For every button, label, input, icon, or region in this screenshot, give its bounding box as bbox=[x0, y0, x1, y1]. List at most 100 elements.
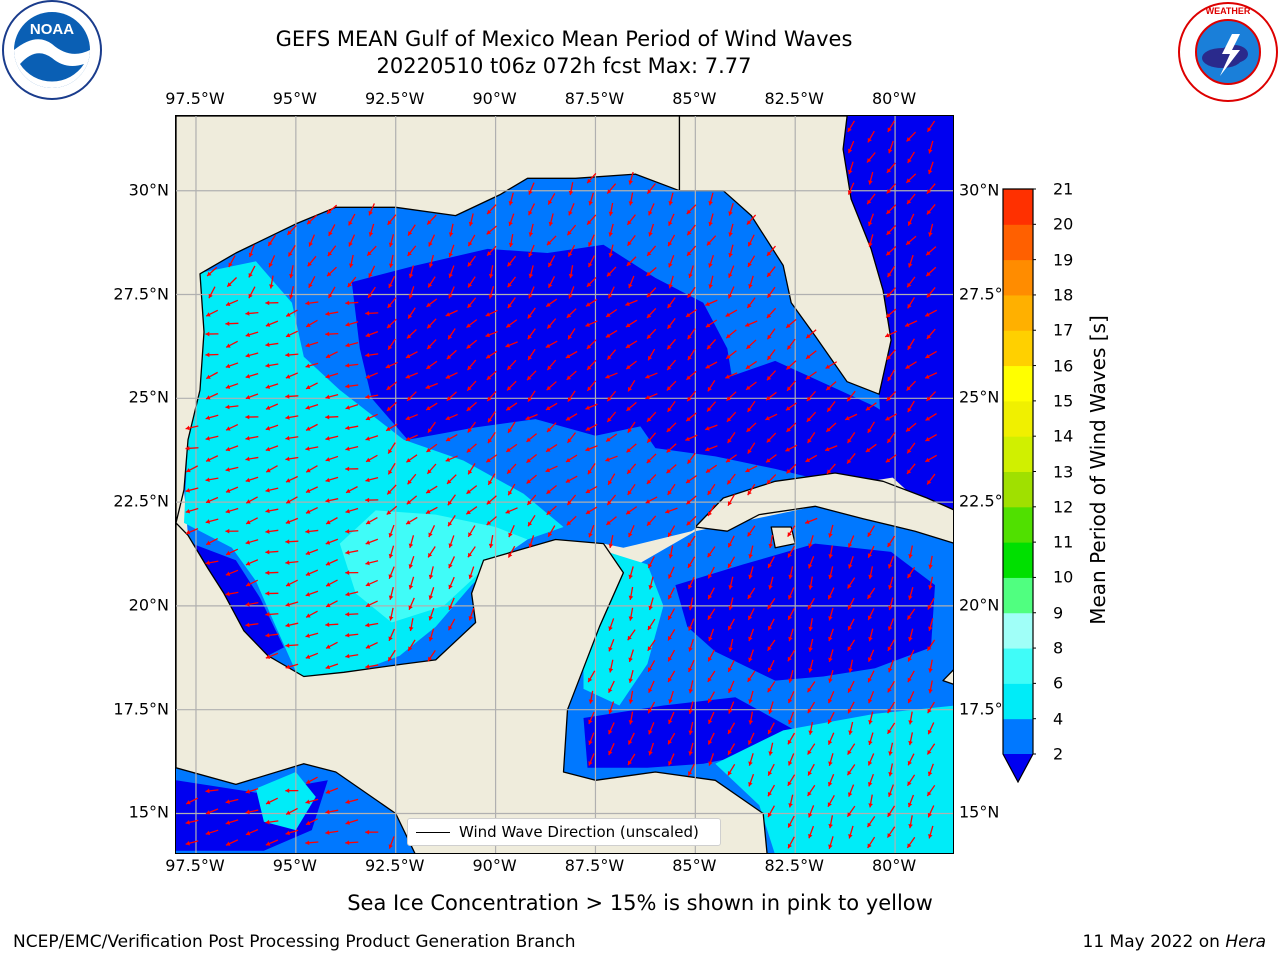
wind-arrow-head bbox=[588, 699, 594, 704]
wind-arrow-head bbox=[825, 364, 831, 369]
wind-arrow-head bbox=[886, 396, 891, 401]
colorbar-tick-label: 18 bbox=[1053, 285, 1074, 305]
wind-arrow-head bbox=[345, 820, 350, 825]
wind-arrow-head bbox=[705, 301, 710, 307]
wind-arrow-head bbox=[906, 240, 911, 245]
wind-arrow-head bbox=[185, 820, 190, 825]
wind-arrow-head bbox=[505, 509, 511, 514]
wind-arrow-head bbox=[787, 843, 792, 849]
wind-arrow-head bbox=[586, 282, 592, 287]
wind-arrow-head bbox=[787, 823, 793, 828]
wind-arrow-head bbox=[588, 761, 593, 766]
wind-arrow-head bbox=[286, 499, 291, 504]
wind-arrow-head bbox=[867, 843, 872, 849]
wind-arrow-head bbox=[245, 831, 251, 836]
wind-arrow-head bbox=[587, 365, 592, 370]
wind-arrow-head bbox=[787, 532, 792, 537]
wind-arrow-head bbox=[667, 365, 672, 371]
wind-arrow-head bbox=[585, 322, 590, 327]
colorbar-tick-label: 11 bbox=[1053, 532, 1074, 552]
wind-arrow-head bbox=[528, 543, 533, 548]
wind-arrow-head bbox=[847, 792, 853, 797]
wind-arrow-head bbox=[925, 416, 931, 421]
wind-arrow-head bbox=[406, 334, 412, 339]
wind-arrow-head bbox=[285, 332, 291, 338]
wind-arrow-head bbox=[888, 584, 893, 590]
wind-arrow-head bbox=[446, 437, 451, 442]
wind-arrow-head bbox=[265, 488, 270, 493]
colorbar-tick-label: 13 bbox=[1053, 462, 1074, 481]
wind-arrow-head bbox=[466, 344, 472, 349]
wind-arrow-head bbox=[668, 554, 674, 559]
wind-arrow-head bbox=[728, 709, 733, 714]
wind-arrow-head bbox=[388, 469, 393, 475]
wind-arrow-head bbox=[727, 770, 732, 776]
wind-arrow-head bbox=[627, 469, 632, 474]
wind-arrow-head bbox=[205, 560, 210, 566]
wind-arrow-head bbox=[567, 334, 573, 340]
wind-arrow-head bbox=[225, 404, 230, 410]
wind-arrow-head bbox=[747, 594, 752, 599]
wind-arrow-head bbox=[205, 352, 210, 358]
wind-arrow-head bbox=[325, 540, 331, 545]
wind-arrow-head bbox=[306, 384, 311, 390]
wind-arrow-head bbox=[905, 322, 910, 327]
wind-arrow-head bbox=[705, 426, 710, 431]
wind-arrow-head bbox=[528, 190, 533, 195]
wind-arrow-head bbox=[565, 457, 571, 462]
wind-arrow-head bbox=[705, 364, 711, 369]
wind-arrow-head bbox=[788, 719, 793, 725]
wind-arrow-head bbox=[607, 355, 612, 360]
wind-arrow-head bbox=[346, 488, 351, 493]
wind-arrow-head bbox=[666, 427, 672, 432]
wind-arrow-head bbox=[408, 231, 413, 236]
wind-arrow-head bbox=[466, 448, 472, 453]
wind-arrow-head bbox=[186, 800, 191, 805]
wind-arrow-head bbox=[925, 354, 930, 359]
wind-arrow-head bbox=[787, 781, 792, 786]
wind-arrow-head bbox=[365, 394, 370, 399]
wind-arrow-head bbox=[548, 262, 553, 268]
wind-arrow-head bbox=[228, 262, 233, 268]
wind-arrow-head bbox=[626, 406, 631, 411]
wind-arrow-head bbox=[588, 262, 593, 268]
wind-arrow-head bbox=[626, 448, 631, 453]
wind-arrow-head bbox=[708, 656, 713, 662]
wind-arrow-head bbox=[325, 353, 331, 358]
wind-arrow-head bbox=[265, 446, 271, 452]
wind-arrow-head bbox=[345, 322, 350, 327]
wind-arrow-head bbox=[265, 363, 270, 368]
wind-arrow-head bbox=[707, 344, 712, 350]
wind-arrow-head bbox=[608, 232, 613, 237]
wind-arrow-head bbox=[528, 232, 534, 237]
footer-branch: NCEP/EMC/Verification Post Processing Pr… bbox=[13, 932, 576, 952]
wind-arrow-head bbox=[508, 428, 513, 433]
wind-arrow-head bbox=[887, 376, 892, 382]
wind-arrow-head bbox=[646, 334, 652, 339]
wind-arrow-head bbox=[608, 750, 613, 756]
wind-arrow-head bbox=[568, 252, 573, 257]
wind-arrow-head bbox=[886, 355, 892, 360]
wind-arrow-head bbox=[788, 678, 793, 683]
wind-arrow-head bbox=[848, 564, 853, 569]
dark-region-central bbox=[351, 244, 736, 440]
wind-arrow-head bbox=[305, 342, 311, 348]
wind-arrow-head bbox=[448, 543, 453, 548]
cuba-landmass bbox=[694, 472, 953, 544]
wind-arrow-head bbox=[305, 300, 310, 306]
wind-arrow-head bbox=[325, 311, 330, 316]
wind-arrow-head bbox=[468, 221, 474, 227]
wind-arrow-head bbox=[587, 220, 592, 225]
chart-title: GEFS MEAN Gulf of Mexico Mean Period of … bbox=[275, 27, 853, 51]
wind-arrow-head bbox=[345, 550, 350, 555]
wind-arrow-head bbox=[668, 262, 673, 268]
wind-arrow-head bbox=[767, 687, 772, 693]
wind-arrow-head bbox=[345, 405, 350, 410]
wind-arrow-head bbox=[906, 178, 911, 183]
wind-arrow-head bbox=[568, 190, 574, 196]
wind-arrow-head bbox=[827, 698, 833, 704]
wind-arrow-head bbox=[245, 332, 251, 337]
wind-arrow-head bbox=[245, 602, 250, 607]
wind-arrow-head bbox=[828, 844, 833, 849]
lon-tick-label: 90°W bbox=[472, 89, 517, 108]
